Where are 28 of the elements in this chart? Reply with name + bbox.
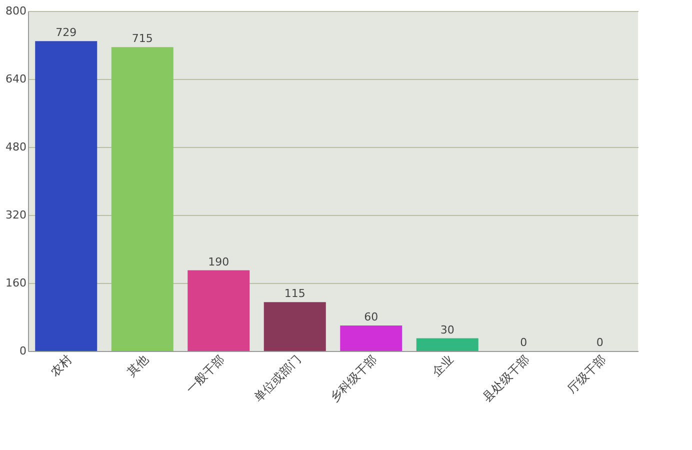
y-tick-label: 320 (6, 208, 26, 222)
y-tick-label: 640 (6, 72, 26, 86)
data-label: 0 (520, 336, 528, 349)
data-label: 115 (284, 287, 306, 300)
bar (35, 41, 98, 351)
x-tick-label: 单位或部门 (251, 352, 304, 404)
data-label: 729 (56, 26, 77, 40)
x-tick-label: 其他 (124, 352, 151, 379)
x-tick-label: 企业 (428, 352, 456, 379)
bar (188, 270, 250, 351)
bar (264, 302, 326, 351)
data-label: 60 (364, 310, 378, 324)
x-tick-label: 县处级干部 (480, 352, 532, 404)
x-tick-label: 厅级干部 (564, 352, 608, 396)
data-label: 30 (440, 323, 454, 336)
x-tick-label: 一般干部 (183, 352, 228, 396)
y-tick-label: 800 (6, 4, 26, 18)
y-tick-label: 0 (20, 344, 26, 358)
x-tick-label: 农村 (48, 352, 75, 379)
bar (111, 47, 174, 351)
x-tick-label: 乡科级干部 (327, 352, 380, 404)
y-tick-label: 160 (6, 276, 26, 290)
data-label: 715 (132, 32, 153, 46)
y-tick-label: 480 (6, 140, 26, 154)
data-label: 0 (596, 336, 604, 349)
data-label: 190 (208, 255, 230, 268)
bar (340, 326, 402, 351)
bar (416, 338, 478, 351)
